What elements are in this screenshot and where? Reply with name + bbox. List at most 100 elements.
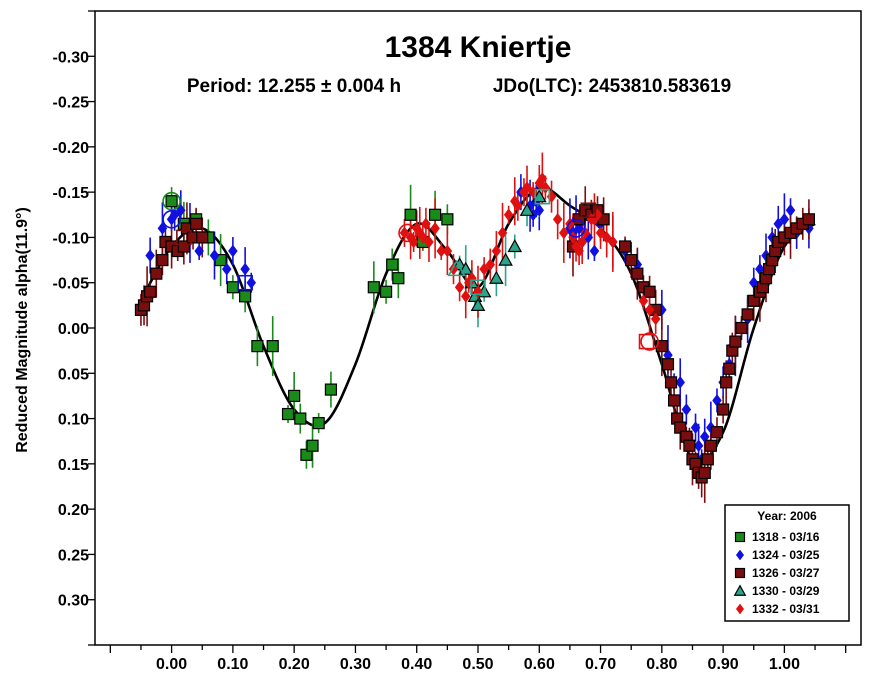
open-marker (470, 279, 486, 296)
data-points (134, 172, 816, 484)
y-tick-label: 0.25 (58, 547, 89, 564)
data-point (638, 294, 649, 308)
legend-box (724, 504, 850, 622)
data-point (747, 294, 760, 307)
data-point (226, 281, 239, 294)
data-point (608, 235, 618, 249)
y-tick-label: 0.05 (58, 366, 89, 383)
x-tick-label: 0.00 (156, 656, 187, 673)
data-point (674, 421, 687, 434)
legend-entry: 1332 - 03/31 (752, 602, 820, 616)
data-point (421, 217, 431, 231)
data-point (430, 221, 440, 235)
data-point (625, 253, 638, 267)
data-point (156, 253, 169, 267)
data-point (485, 258, 496, 272)
data-point (312, 417, 325, 430)
legend: Year: 2006 1318 - 03/16 1324 - 03/25 1326 … (724, 504, 850, 622)
data-point (190, 217, 203, 230)
data-point (534, 203, 545, 217)
data-point (294, 412, 307, 425)
data-point (683, 439, 696, 452)
data-point (392, 272, 405, 285)
data-point (379, 285, 393, 298)
y-tick-label: -0.10 (53, 230, 90, 247)
chart-title: 1384 Kniertje (385, 31, 572, 64)
data-point (145, 249, 155, 262)
data-point (367, 281, 380, 294)
data-point (266, 340, 279, 353)
x-tick-label: 0.10 (217, 656, 248, 673)
data-point (519, 202, 535, 216)
data-point (643, 285, 656, 298)
data-point (144, 285, 157, 298)
data-point (228, 244, 238, 258)
data-point (239, 290, 252, 303)
data-point (150, 267, 163, 280)
data-point (720, 376, 733, 389)
open-marker (566, 219, 586, 238)
data-point (498, 252, 513, 266)
legend-entry: 1324 - 03/25 (752, 548, 820, 562)
data-point (522, 181, 532, 195)
x-tick-label: 0.60 (524, 656, 555, 673)
data-point (281, 407, 295, 421)
data-point (537, 172, 548, 185)
data-point (701, 453, 714, 466)
open-marker (640, 332, 659, 351)
open-marker (398, 223, 417, 243)
legend-symbol (735, 549, 745, 561)
data-point (650, 312, 661, 326)
data-point (723, 362, 736, 375)
open-markers (162, 188, 659, 351)
data-point (503, 208, 514, 222)
data-point (779, 212, 790, 226)
data-point (729, 335, 742, 348)
legend-symbol (733, 584, 747, 596)
data-point (324, 383, 338, 396)
data-point (489, 270, 504, 284)
data-point (491, 244, 502, 258)
data-point (704, 439, 717, 452)
data-point (386, 258, 399, 271)
data-point (399, 226, 410, 240)
data-point (418, 231, 428, 244)
data-point (429, 208, 442, 221)
data-point (246, 276, 257, 290)
legend-symbol (734, 531, 746, 543)
x-tick-label: 1.00 (769, 656, 800, 673)
x-tick-label: 0.80 (646, 656, 677, 673)
x-tick-label: 0.90 (708, 656, 739, 673)
data-point (479, 262, 489, 276)
data-point (513, 199, 523, 213)
open-marker (638, 333, 655, 350)
data-point (404, 208, 417, 221)
y-tick-label: 0.20 (58, 502, 89, 519)
data-point (693, 439, 704, 453)
x-tick-label: 0.30 (340, 656, 371, 673)
data-point (209, 249, 220, 262)
y-tick-label: 0.30 (58, 593, 89, 610)
data-point (717, 403, 730, 416)
open-marker (162, 191, 181, 211)
data-point (667, 394, 681, 407)
data-point (589, 244, 600, 258)
y-axis: -0.30 -0.25 -0.20 -0.15 -0.10 -0.05 0.00 0.05 0.… (53, 10, 95, 646)
data-point (177, 240, 190, 253)
data-point (467, 271, 477, 285)
y-tick-label: -0.05 (53, 276, 90, 293)
data-point (664, 376, 678, 389)
open-marker (580, 202, 597, 219)
data-point (577, 235, 587, 249)
x-axis: 0.00 0.10 0.20 0.30 0.40 0.50 0.60 0.70 0.80 0.90… (109, 645, 847, 673)
data-point (306, 439, 319, 452)
data-point (690, 421, 701, 435)
data-point (165, 195, 178, 208)
open-marker (237, 274, 253, 291)
data-point (454, 280, 465, 294)
data-point (507, 238, 523, 253)
data-point (618, 240, 632, 253)
chart-subtitle-epoch: JDo(LTC): 2453810.583619 (493, 76, 731, 97)
legend-entry: 1330 - 03/29 (752, 584, 820, 598)
